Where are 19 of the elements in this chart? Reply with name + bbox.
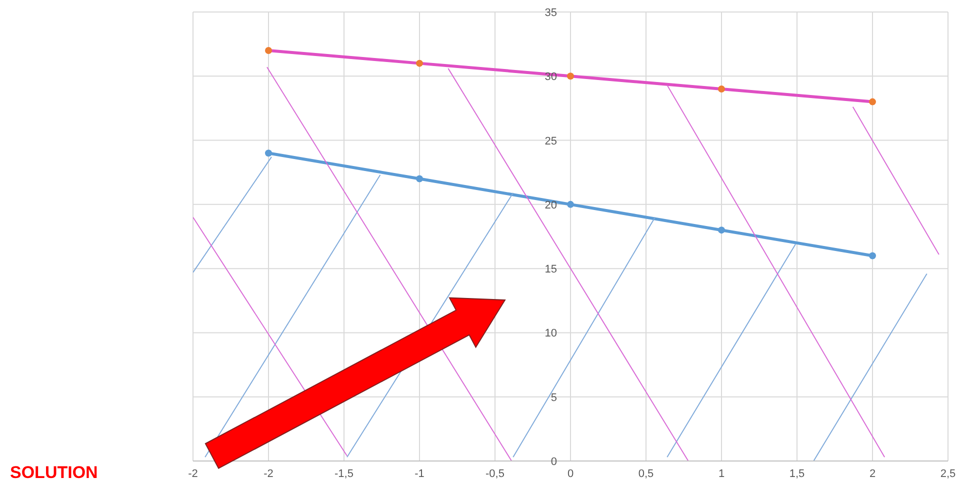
y-tick-label: 35 <box>544 7 557 19</box>
x-tick-label: 2,5 <box>940 468 956 480</box>
x-tick-label: 1 <box>718 468 725 480</box>
x-tick-label: -2 <box>188 468 198 480</box>
x-tick-label: 2 <box>869 468 876 480</box>
y-tick-label: 10 <box>544 328 557 340</box>
y-tick-label: 0 <box>550 456 557 468</box>
y-tick-label: 25 <box>544 135 557 148</box>
x-tick-label: 0 <box>567 468 574 480</box>
x-tick-label: -0,5 <box>486 468 504 480</box>
x-tick-label: -2 <box>264 468 274 480</box>
x-tick-label: -1 <box>414 468 424 480</box>
y-tick-label: 5 <box>550 392 557 404</box>
text: SOLUTION <box>10 463 98 482</box>
x-tick-label: 1,5 <box>789 468 805 480</box>
x-tick-label: -1,5 <box>334 468 354 480</box>
y-tick-label: 15 <box>544 264 557 276</box>
x-tick-label: 0,5 <box>638 468 654 480</box>
y-tick-label: 20 <box>544 199 557 212</box>
